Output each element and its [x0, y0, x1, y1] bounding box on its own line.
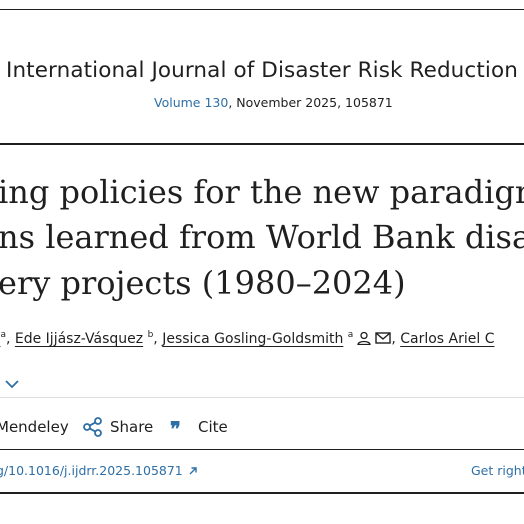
- journal-title[interactable]: International Journal of Disaster Risk R…: [6, 58, 518, 83]
- chevron-down-icon[interactable]: [4, 376, 20, 395]
- bottom-rule: [0, 492, 524, 494]
- cite-button[interactable]: Cite: [198, 418, 228, 436]
- article-title-line-3: ery projects (1980–2024): [0, 264, 406, 302]
- author-link[interactable]: Ede Ijjász-Vásquez: [14, 331, 144, 347]
- author-affiliation[interactable]: a: [0, 330, 6, 340]
- top-rule: [0, 9, 524, 10]
- issue-info: Volume 130, November 2025, 105871: [154, 95, 393, 110]
- volume-link[interactable]: Volume 130: [154, 95, 229, 110]
- author-link[interactable]: Carlos Ariel C: [400, 331, 495, 347]
- doi-text[interactable]: g/10.1016/j.ijdrr.2025.105871: [0, 463, 183, 478]
- actions-rule: [0, 449, 524, 450]
- person-icon[interactable]: [357, 331, 372, 349]
- mendeley-button[interactable]: Mendeley: [0, 418, 69, 436]
- get-rights-link[interactable]: Get right: [471, 463, 524, 478]
- header-rule: [0, 143, 524, 145]
- share-button[interactable]: Share: [110, 418, 154, 436]
- author-affiliation[interactable]: a: [347, 330, 354, 340]
- article-title-line-1: ing policies for the new paradigm: [0, 173, 524, 211]
- arrow-up-right-icon: [188, 464, 198, 479]
- article-title-line-2: ns learned from World Bank disa: [0, 218, 524, 256]
- share-icon[interactable]: [82, 416, 104, 442]
- authors-rule: [0, 397, 524, 398]
- quote-icon[interactable]: ❞: [170, 417, 181, 441]
- envelope-icon[interactable]: [375, 331, 392, 349]
- doi-link[interactable]: g/10.1016/j.ijdrr.2025.105871: [0, 463, 198, 479]
- issue-date: , November 2025, 105871: [228, 95, 393, 110]
- author-link[interactable]: Jessica Gosling-Goldsmith: [162, 331, 344, 347]
- author-list: a, Ede Ijjász-Vásquez b, Jessica Gosling…: [0, 330, 494, 349]
- author-affiliation[interactable]: b: [147, 330, 154, 340]
